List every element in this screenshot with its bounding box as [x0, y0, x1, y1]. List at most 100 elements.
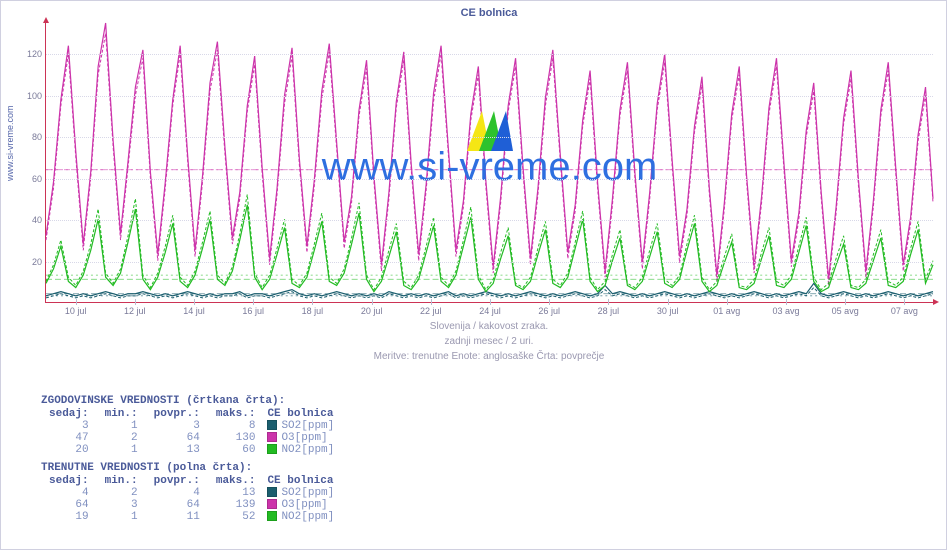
x-tick [135, 299, 136, 305]
x-tick [312, 299, 313, 305]
caption-line-1: Slovenija / kakovost zraka. [45, 319, 933, 334]
caption-line-3: Meritve: trenutne Enote: anglosaške Črta… [45, 349, 933, 364]
x-axis-label: 20 jul [361, 306, 383, 316]
x-tick [668, 299, 669, 305]
table-cell: 4 [41, 487, 97, 499]
table-cell: 60 [208, 444, 264, 456]
x-axis-label: 16 jul [242, 306, 264, 316]
table-header: min.: [97, 408, 146, 420]
legend-cell: NO2[ppm] [263, 444, 342, 456]
table-cell: 11 [146, 511, 208, 523]
historic-table-title: ZGODOVINSKE VREDNOSTI (črtkana črta): [41, 395, 342, 407]
current-table: sedaj:min.:povpr.:maks.:CE bolnica 42413… [41, 475, 342, 523]
x-axis-label: 24 jul [479, 306, 501, 316]
table-row: 42413SO2[ppm] [41, 487, 342, 499]
x-axis-label: 22 jul [420, 306, 442, 316]
table-header: min.: [97, 475, 146, 487]
table-cell: 3 [41, 420, 97, 432]
gridline [46, 137, 933, 138]
table-header: maks.: [208, 408, 264, 420]
table-row: 3138SO2[ppm] [41, 420, 342, 432]
legend-cell: O3[ppm] [263, 432, 342, 444]
x-tick [549, 299, 550, 305]
historic-table: sedaj:min.:povpr.:maks.:CE bolnica 3138S… [41, 408, 342, 456]
table-header: maks.: [208, 475, 264, 487]
table-cell: 52 [208, 511, 264, 523]
table-cell: 3 [97, 499, 146, 511]
chart-series-svg [46, 23, 933, 302]
x-tick [253, 299, 254, 305]
current-table-title: TRENUTNE VREDNOSTI (polna črta): [41, 462, 342, 474]
x-tick [608, 299, 609, 305]
legend-cell: O3[ppm] [263, 499, 342, 511]
x-axis-label: 12 jul [124, 306, 146, 316]
table-cell: 1 [97, 420, 146, 432]
table-cell: 13 [208, 487, 264, 499]
table-cell: 20 [41, 444, 97, 456]
legend-label: O3[ppm] [281, 432, 327, 444]
legend-swatch [267, 432, 277, 442]
x-axis-label: 30 jul [657, 306, 679, 316]
table-header: sedaj: [41, 475, 97, 487]
table-cell: 64 [146, 499, 208, 511]
x-axis-label: 10 jul [65, 306, 87, 316]
table-cell: 47 [41, 432, 97, 444]
table-cell: 1 [97, 444, 146, 456]
table-row: 64364139O3[ppm] [41, 499, 342, 511]
legend-swatch [267, 444, 277, 454]
y-axis-label: 20 [18, 257, 42, 267]
x-axis-label: 28 jul [598, 306, 620, 316]
table-cell: 4 [146, 487, 208, 499]
x-tick [727, 299, 728, 305]
legend-cell: SO2[ppm] [263, 487, 342, 499]
x-tick [845, 299, 846, 305]
gridline [46, 54, 933, 55]
x-tick [904, 299, 905, 305]
y-axis-label: 60 [18, 174, 42, 184]
watermark-logo [467, 111, 513, 151]
x-tick [786, 299, 787, 305]
chart-plot-area: www.si-vreme.com 2040608010012010 jul12 … [45, 23, 933, 303]
table-cell: 130 [208, 432, 264, 444]
legend-label: NO2[ppm] [281, 511, 334, 523]
table-cell: 2 [97, 487, 146, 499]
x-axis-label: 14 jul [183, 306, 205, 316]
table-row: 47264130O3[ppm] [41, 432, 342, 444]
x-axis-label: 18 jul [302, 306, 324, 316]
legend-swatch [267, 420, 277, 430]
table-row: 1911152NO2[ppm] [41, 511, 342, 523]
table-cell: 8 [208, 420, 264, 432]
table-header: sedaj: [41, 408, 97, 420]
table-cell: 139 [208, 499, 264, 511]
gridline [46, 96, 933, 97]
x-axis-label: 26 jul [538, 306, 560, 316]
legend-cell: SO2[ppm] [263, 420, 342, 432]
table-cell: 1 [97, 511, 146, 523]
chart-container: CE bolnica www.si-vreme.com 204060801001… [45, 7, 933, 319]
x-axis-label: 01 avg [713, 306, 740, 316]
x-tick [431, 299, 432, 305]
x-tick [194, 299, 195, 305]
chart-title: CE bolnica [45, 7, 933, 19]
chart-captions: Slovenija / kakovost zraka. zadnji mesec… [45, 319, 933, 364]
x-tick [490, 299, 491, 305]
x-tick [76, 299, 77, 305]
caption-line-2: zadnji mesec / 2 uri. [45, 334, 933, 349]
data-tables: ZGODOVINSKE VREDNOSTI (črtkana črta): se… [41, 389, 342, 523]
table-cell: 64 [146, 432, 208, 444]
legend-swatch [267, 511, 277, 521]
table-header: povpr.: [146, 408, 208, 420]
legend-label: NO2[ppm] [281, 444, 334, 456]
legend-swatch [267, 487, 277, 497]
legend-cell: NO2[ppm] [263, 511, 342, 523]
legend-label: O3[ppm] [281, 499, 327, 511]
table-header: povpr.: [146, 475, 208, 487]
legend-label: SO2[ppm] [281, 420, 334, 432]
table-cell: 64 [41, 499, 97, 511]
table-station-header: CE bolnica [263, 408, 342, 420]
source-url-label: www.si-vreme.com [5, 105, 15, 181]
x-axis-label: 03 avg [772, 306, 799, 316]
x-axis-label: 07 avg [891, 306, 918, 316]
table-cell: 19 [41, 511, 97, 523]
x-axis-label: 05 avg [832, 306, 859, 316]
